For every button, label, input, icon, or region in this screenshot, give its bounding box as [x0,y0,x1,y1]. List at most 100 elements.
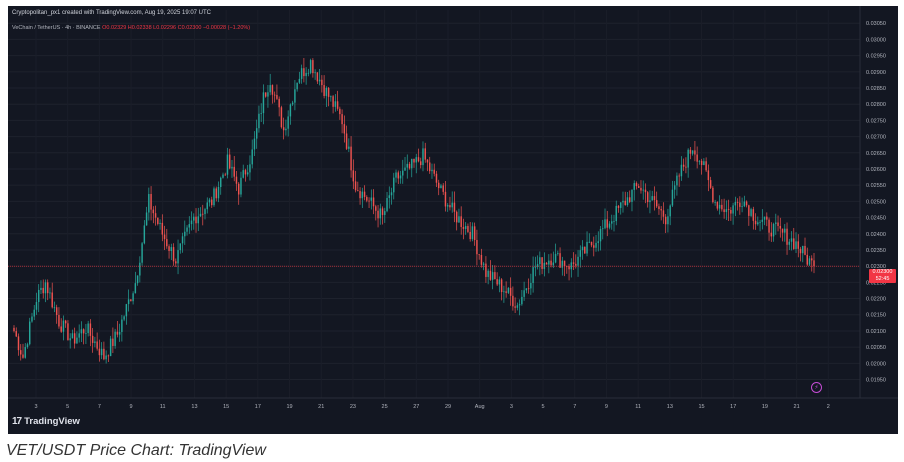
candle-body [743,201,746,207]
price-tick-label: 0.02600 [866,167,886,173]
time-tick-label: 3 [510,404,513,410]
candle-body [354,181,357,191]
candle-body [143,225,146,244]
candle-body [676,175,678,186]
candle-body [541,257,543,269]
candle-body [478,254,480,256]
candle-body [246,172,249,175]
candle-body [150,194,152,210]
tradingview-mark-icon: 17 [12,416,22,427]
candle-body [680,164,683,177]
candle-body [139,262,141,276]
time-tick-label: 29 [445,404,451,410]
time-tick-label: Aug [475,404,485,410]
candle-body [777,222,779,226]
candle-body [491,272,494,280]
candle-body [341,114,343,125]
candle-body [599,228,602,242]
candle-body [748,205,750,216]
candle-body [741,206,743,208]
candle-body [422,148,424,166]
candle-body [557,253,559,254]
candle-body [217,186,220,199]
candle-body [521,296,523,305]
candle-body [29,321,31,345]
candle-body [509,287,512,296]
time-tick-label: 7 [573,404,576,410]
price-tick-label: 0.02000 [866,361,886,367]
symbol-name: VeChain / TetherUS · 4h · BINANCE [12,25,101,31]
candle-body [321,79,323,86]
candle-body [89,323,92,336]
candle-body [33,309,35,317]
price-tick-label: 0.02250 [866,280,886,286]
candle-body [251,149,253,165]
candle-body [539,257,541,265]
candle-body [386,198,388,212]
time-tick-label: 11 [635,404,641,410]
candle-body [799,248,802,254]
candle-body [273,94,276,96]
candle-body [527,288,530,290]
candle-body [469,231,471,240]
candle-body [759,221,761,223]
time-tick-label: 9 [130,404,133,410]
candle-body [458,216,460,223]
candle-body [330,96,332,98]
candle-body [682,164,685,167]
time-tick-label: 17 [730,404,736,410]
candle-body [417,157,420,162]
candle-body [786,228,788,245]
candle-body [658,206,660,210]
candle-body [193,216,195,221]
candle-body [415,157,417,163]
candle-body [87,323,89,334]
candle-body [581,246,584,251]
candle-body [379,208,382,219]
candle-body [177,250,179,264]
price-tick-label: 0.02900 [866,70,886,76]
time-tick-label: 7 [98,404,101,410]
candle-body [399,175,402,179]
candle-body [482,263,485,265]
candle-body [642,189,644,191]
candle-body [496,279,498,285]
price-tick-label: 0.02200 [866,297,886,303]
candle-body [53,307,56,309]
candle-body [413,158,415,163]
candle-body [366,196,368,201]
candle-body [314,72,316,74]
candle-body [76,337,78,344]
candle-body [453,202,456,212]
candle-body [613,221,615,222]
candle-body [721,204,723,210]
candle-body [579,250,582,257]
candle-body [175,261,177,264]
candle-body [660,209,662,211]
tradingview-logo: 17 TradingView [12,416,80,427]
candle-body [213,188,215,206]
candle-body [698,160,701,162]
candle-body [116,331,119,335]
candle-body [727,209,730,210]
candle-body [714,201,716,203]
economic-event-icon[interactable]: ⚡ [811,382,822,393]
candle-body [318,79,321,82]
candle-body [411,158,413,169]
time-tick-label: 5 [66,404,69,410]
candle-body [507,287,510,293]
candle-body [262,92,265,114]
time-tick-label: 19 [762,404,768,410]
candle-body [444,191,447,207]
price-tick-label: 0.02350 [866,248,886,254]
candle-body [233,166,235,177]
candle-body [37,289,40,303]
candle-body [240,177,242,195]
candle-body [363,191,366,197]
candle-body [664,216,667,225]
symbol-legend[interactable]: VeChain / TetherUS · 4h · BINANCE O0.023… [12,25,250,31]
time-tick-label: 19 [286,404,292,410]
price-chart[interactable]: 0.03050 0.03000 0.02950 0.02900 0.02850 0.028… [8,6,898,434]
candle-body [752,209,755,221]
candle-body [249,164,251,173]
